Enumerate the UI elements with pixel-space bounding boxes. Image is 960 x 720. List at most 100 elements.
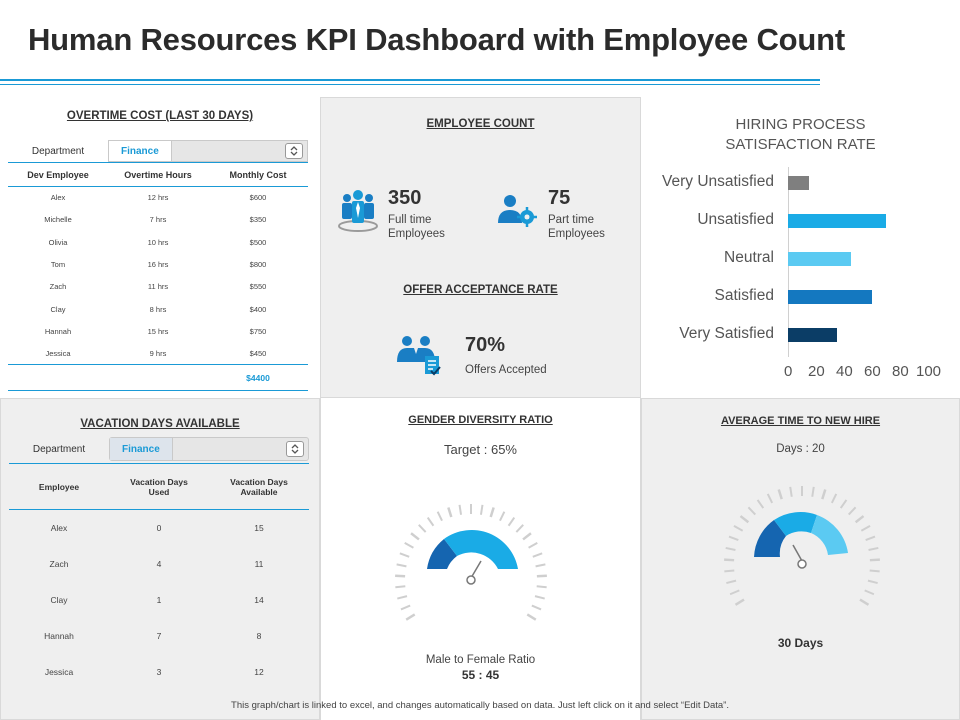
total-cost: $4400: [208, 364, 308, 392]
gauge-tick: [528, 541, 538, 549]
part-time-label: Part time Employees: [548, 213, 605, 241]
hiring-bar-chart: Very Unsatisfied Unsatisfied Neutral Satisf…: [641, 97, 960, 398]
person-gear-icon: [497, 193, 537, 232]
cell: Tom: [50, 260, 66, 270]
gauge-segment-light: [811, 515, 848, 555]
col-header: Overtime Hours: [108, 162, 208, 187]
overtime-dept-row: Department Finance: [8, 140, 308, 162]
gauge-tick: [766, 493, 774, 504]
cell: 14: [254, 594, 264, 605]
offer-value: 70%: [465, 334, 506, 356]
chart-tick-label: 40: [836, 363, 853, 380]
chart-category-label: Very Unsatisfied: [662, 173, 774, 190]
table-header-row: Employee Vacation Days Used Vacation Day…: [9, 463, 309, 510]
chart-category-label: Very Satisfied: [679, 325, 774, 342]
label-line: Employees: [548, 228, 605, 240]
gauge-ticks: [724, 486, 880, 606]
chart-bar: [788, 214, 886, 228]
gauge-tick: [397, 595, 408, 600]
table-row: Zach 4 11: [9, 546, 309, 582]
gauge-tick: [724, 569, 735, 573]
hiring-chart-panel: HIRING PROCESS SATISFACTION RATE Very Un…: [641, 97, 960, 398]
dept-label: Department: [31, 145, 85, 157]
gender-gauge: [395, 504, 547, 621]
chart-bar: [788, 176, 809, 190]
spinner-icon[interactable]: [285, 143, 303, 159]
gauge-tick: [396, 563, 407, 568]
cell: 7 hrs: [149, 215, 167, 225]
gauge-tick: [747, 506, 757, 516]
footer-note: This graph/chart is linked to excel, and…: [231, 700, 729, 711]
cell: $400: [249, 304, 267, 314]
ratio-label: Male to Female Ratio: [425, 654, 536, 666]
gauge-tick: [418, 524, 427, 533]
gauge-tick: [436, 511, 443, 522]
gauge-tick: [777, 489, 783, 500]
gauge-tick: [868, 546, 879, 551]
table-row: Zach 11 hrs $550: [8, 276, 308, 298]
table-header-row: Dev Employee Overtime Hours Monthly Cost: [8, 162, 308, 187]
gauge-tick: [724, 558, 735, 562]
gauge-tick: [395, 585, 406, 589]
offer-title: OFFER ACCEPTANCE RATE: [403, 284, 558, 296]
cell: Michelle: [44, 215, 72, 225]
table-row: Hannah 15 hrs $750: [8, 320, 308, 342]
hire-days-value: 30 Days: [777, 636, 824, 650]
gauge-hub: [466, 575, 476, 585]
total-row: $4400: [8, 364, 308, 392]
table-row: Hannah 7 8: [9, 618, 309, 654]
chart-tick-label: 100: [916, 363, 942, 380]
gauge-tick: [526, 613, 537, 621]
hire-time-title: AVERAGE TIME TO NEW HIRE: [720, 415, 881, 427]
chart-tick-label: 0: [784, 363, 793, 380]
gauge-tick: [756, 499, 765, 509]
spinner-icon[interactable]: [286, 441, 304, 457]
vacation-title: VACATION DAYS AVAILABLE: [80, 418, 240, 430]
chart-tick-label: 80: [892, 363, 909, 380]
cell: 3: [156, 666, 162, 677]
chart-bar: [788, 328, 837, 342]
cell: 16 hrs: [147, 260, 169, 270]
gauge-tick: [821, 489, 827, 500]
cell: Hannah: [44, 326, 72, 336]
gauge-tick: [811, 486, 815, 497]
hire-days-label: Days : 20: [776, 443, 825, 455]
cell: 10 hrs: [147, 237, 169, 247]
gauge-tick: [860, 525, 871, 532]
gauge-needle: [792, 544, 803, 562]
gauge-tick: [536, 585, 547, 589]
dept-value: Finance: [110, 438, 173, 460]
cell: $500: [249, 237, 267, 247]
cell: $350: [249, 215, 267, 225]
gauge-tick: [534, 595, 545, 600]
full-time-value: 350: [388, 187, 422, 209]
cell: Olivia: [48, 237, 68, 247]
chart-category-label: Satisfied: [714, 287, 774, 304]
department-select[interactable]: Finance: [109, 437, 309, 461]
gauge-tick: [847, 506, 857, 516]
overtime-title: OVERTIME COST (LAST 30 DAYS): [66, 110, 254, 122]
gauge-tick: [869, 558, 880, 562]
cell: [8, 364, 108, 392]
gauge-segment-mid: [774, 512, 817, 536]
cell: 7: [156, 630, 162, 641]
gauge-tick: [515, 524, 524, 533]
cell: 0: [156, 522, 162, 533]
cell: $450: [249, 348, 267, 358]
gender-title: GENDER DIVERSITY RATIO: [408, 414, 553, 426]
gauge-tick: [522, 532, 532, 541]
chart-bar: [788, 290, 872, 304]
department-select[interactable]: Finance: [108, 140, 308, 162]
cell: Zach: [49, 558, 69, 569]
gauge-segment-dark: [754, 520, 786, 557]
cell: 11 hrs: [147, 282, 169, 292]
people-group-icon: [337, 188, 379, 237]
dept-value: Finance: [109, 141, 172, 161]
cell: $550: [249, 282, 267, 292]
gauge-tick: [859, 598, 870, 606]
cell: $600: [249, 193, 267, 203]
ratio-value: 55 : 45: [461, 668, 500, 682]
overtime-panel: OVERTIME COST (LAST 30 DAYS) Department …: [0, 96, 320, 398]
cell: Hannah: [44, 630, 74, 641]
cell: 12 hrs: [147, 193, 169, 203]
